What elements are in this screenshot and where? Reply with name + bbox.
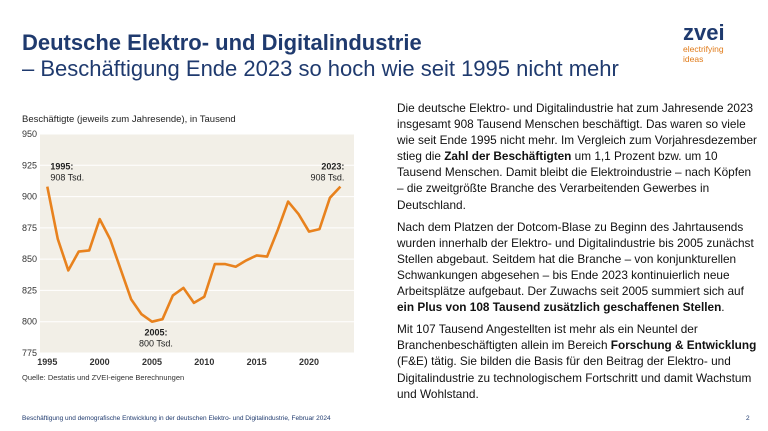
annotation-end-year: 2023:	[321, 162, 344, 172]
x-tick-label: 2020	[299, 357, 319, 367]
title-subtitle: – Beschäftigung Ende 2023 so hoch wie se…	[22, 56, 619, 81]
p1-text-a: Die deutsche Elektro- und Digitalindustr…	[397, 101, 757, 164]
employment-line-chart: 950 925 900 875 850 825 800 775 1995 2000 2005 201…	[22, 129, 354, 367]
logo-wordmark: zvei	[683, 20, 725, 45]
y-tick-label: 925	[22, 160, 37, 170]
y-tick-label: 850	[22, 254, 37, 264]
zvei-logo: zvei electrifying ideas	[683, 20, 753, 65]
p2-text-c: .	[721, 300, 725, 315]
paragraph-1: Die deutsche Elektro- und Digitalindustr…	[397, 100, 757, 213]
y-axis-ticks: 950 925 900 875 850 825 800 775	[22, 129, 37, 358]
annotations: 1995: 908 Tsd. 2005: 800 Tsd. 2023: 908 …	[50, 162, 344, 349]
slide-title: Deutsche Elektro- und Digitalindustrie –…	[22, 30, 642, 82]
paragraph-2: Nach dem Platzen der Dotcom-Blase zu Beg…	[397, 219, 757, 316]
p3-text-a: Mit 107 Tausend Angestellten ist mehr al…	[397, 322, 698, 353]
y-tick-label: 775	[22, 348, 37, 358]
p2-text-a: Nach dem Platzen der Dotcom-Blase zu Beg…	[397, 219, 754, 299]
annotation-end-value: 908 Tsd.	[311, 173, 345, 183]
p1-bold: Zahl der Beschäftigten	[444, 149, 572, 164]
x-tick-label: 2005	[142, 357, 162, 367]
y-tick-label: 900	[22, 192, 37, 202]
x-tick-label: 2000	[90, 357, 110, 367]
x-axis-ticks: 1995 2000 2005 2010 2015 2020	[37, 357, 319, 367]
chart-source: Quelle: Destatis und ZVEI-eigene Berechn…	[22, 373, 185, 382]
y-tick-label: 825	[22, 285, 37, 295]
grid-lines	[40, 133, 354, 354]
annotation-min-year: 2005:	[144, 328, 167, 338]
p1-text-c: um 1,1 Prozent bzw. um 10 Tausend Mensch…	[397, 149, 752, 212]
logo-tagline-2: ideas	[683, 54, 704, 64]
annotation-min-value: 800 Tsd.	[139, 339, 173, 349]
x-tick-label: 2010	[194, 357, 214, 367]
plot-background	[40, 134, 354, 353]
annotation-start-year: 1995:	[50, 162, 73, 172]
body-text: Die deutsche Elektro- und Digitalindustr…	[397, 100, 757, 408]
title-main: Deutsche Elektro- und Digitalindustrie	[22, 30, 422, 55]
p2-bold: ein Plus von 108 Tausend zusätzlich gesc…	[397, 300, 722, 315]
annotation-start-value: 908 Tsd.	[50, 173, 84, 183]
p3-bold: Forschung & Entwicklung	[610, 338, 757, 353]
logo-tagline-1: electrifying	[683, 44, 724, 54]
page-number: 2	[746, 415, 750, 422]
x-tick-label: 2015	[247, 357, 267, 367]
x-tick-label: 1995	[37, 357, 57, 367]
p3-text-c: (F&E) tätig. Sie bilden die Basis für de…	[397, 354, 752, 401]
y-tick-label: 800	[22, 317, 37, 327]
footer-text: Beschäftigung und demografische Entwickl…	[22, 415, 331, 422]
y-tick-label: 950	[22, 129, 37, 139]
paragraph-3: Mit 107 Tausend Angestellten ist mehr al…	[397, 321, 757, 401]
series-line	[46, 185, 342, 323]
y-tick-label: 875	[22, 223, 37, 233]
chart-title: Beschäftigte (jeweils zum Jahresende), i…	[22, 114, 236, 125]
